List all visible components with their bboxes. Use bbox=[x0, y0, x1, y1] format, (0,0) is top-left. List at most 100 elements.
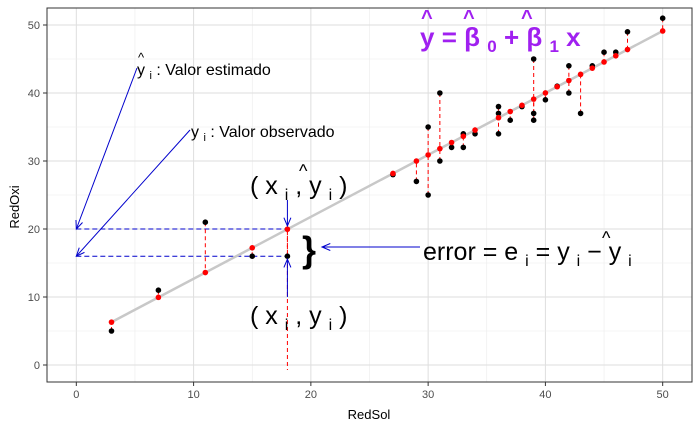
x-tick-label: 50 bbox=[657, 389, 669, 401]
fitted-point bbox=[530, 96, 537, 102]
fitted-point bbox=[108, 319, 115, 325]
estimated-text: : Valor estimado bbox=[156, 62, 271, 79]
op-open: ( bbox=[250, 302, 259, 330]
fitted-point bbox=[390, 170, 396, 177]
fitted-point-label: ( x i , y i ) bbox=[250, 172, 347, 206]
observed-point bbox=[284, 253, 291, 259]
y-axis-ticks: 0 10 20 30 40 50 bbox=[28, 20, 47, 372]
observed-point bbox=[542, 97, 549, 103]
formula-eq: = bbox=[442, 22, 464, 52]
observed-point-label: ( x i , y i ) bbox=[250, 302, 347, 336]
regression-formula: y = β 0 + β 1 x bbox=[420, 22, 581, 58]
op-ysub: i bbox=[329, 317, 333, 334]
observed-point bbox=[425, 124, 431, 130]
fitted-point bbox=[460, 133, 467, 140]
err-minus: − bbox=[587, 238, 609, 266]
observed-point bbox=[108, 328, 115, 334]
fp-xsub: i bbox=[285, 187, 289, 204]
fitted-point-hat: ^ bbox=[299, 161, 308, 181]
fitted-point bbox=[155, 294, 162, 301]
op-y: y bbox=[309, 302, 322, 330]
estimated-arrow bbox=[75, 67, 138, 230]
y-tick-label: 20 bbox=[28, 224, 40, 236]
panel-frame bbox=[46, 7, 693, 383]
fitted-point bbox=[472, 127, 478, 133]
observed-text: : Valor observado bbox=[210, 124, 334, 141]
fitted-point bbox=[507, 108, 514, 115]
observed-point bbox=[577, 110, 584, 117]
formula-beta1: β bbox=[526, 22, 542, 52]
observed-point bbox=[425, 192, 431, 198]
estimated-arrow-head bbox=[75, 219, 83, 231]
fitted-point bbox=[437, 145, 443, 152]
op-close: ) bbox=[339, 302, 347, 330]
fitted-point bbox=[566, 77, 572, 84]
formula-beta0: β bbox=[464, 22, 480, 52]
fp-close: ) bbox=[339, 172, 347, 200]
error-arrow-head bbox=[320, 243, 331, 251]
observed-sub: i bbox=[203, 132, 205, 144]
observed-point bbox=[566, 90, 572, 96]
err-esub: i bbox=[525, 253, 529, 270]
y-tick-label: 30 bbox=[28, 156, 40, 168]
observed-point bbox=[437, 90, 443, 96]
observed-point bbox=[249, 253, 256, 259]
fp-y: y bbox=[309, 172, 322, 200]
observed-point bbox=[530, 56, 537, 62]
observed-point bbox=[437, 158, 443, 164]
fp-open: ( bbox=[250, 172, 259, 200]
y-axis-title: RedOxi bbox=[7, 185, 22, 228]
fitted-point bbox=[425, 152, 431, 158]
observed-point bbox=[530, 117, 537, 123]
err-yhat: y bbox=[609, 238, 622, 266]
observed-value-label: y i : Valor observado bbox=[191, 124, 335, 145]
y-tick-label: 50 bbox=[28, 20, 40, 32]
fp-x: x bbox=[265, 172, 278, 200]
x-axis-title: RedSol bbox=[348, 407, 391, 422]
residual-brace: } bbox=[302, 229, 316, 270]
fitted-point bbox=[519, 102, 525, 109]
fitted-point-arrow-head bbox=[283, 217, 292, 228]
fitted-point bbox=[554, 83, 560, 90]
observed-point bbox=[507, 117, 514, 123]
op-x: x bbox=[265, 302, 278, 330]
formula-beta1-sub: 1 bbox=[549, 37, 558, 56]
observed-points bbox=[108, 15, 666, 334]
annotation-arrows bbox=[75, 67, 420, 297]
y-tick-label: 10 bbox=[28, 292, 40, 304]
y-tick-label: 40 bbox=[28, 88, 40, 100]
formula-hat-beta0: ^ bbox=[463, 7, 475, 29]
plot-panel bbox=[46, 7, 693, 383]
fitted-point bbox=[202, 269, 209, 276]
observed-point bbox=[155, 287, 162, 294]
fp-ysub: i bbox=[329, 187, 333, 204]
observed-point bbox=[413, 178, 420, 185]
observed-point bbox=[448, 144, 455, 151]
fitted-point bbox=[448, 139, 455, 146]
fitted-point bbox=[413, 158, 420, 164]
formula-plus: + bbox=[504, 22, 526, 52]
fitted-point bbox=[589, 65, 596, 71]
observed-point bbox=[495, 131, 502, 137]
estimated-y: y bbox=[137, 62, 145, 79]
fitted-point bbox=[624, 46, 631, 53]
observed-point bbox=[566, 63, 572, 69]
observed-y: y bbox=[191, 124, 199, 141]
fitted-point bbox=[495, 114, 502, 121]
estimated-hat: ^ bbox=[138, 50, 145, 65]
fitted-point bbox=[284, 226, 291, 233]
error-hat: ^ bbox=[602, 228, 611, 248]
estimated-sub: i bbox=[149, 70, 151, 82]
err-lhs: error = e bbox=[423, 238, 518, 266]
observed-point bbox=[495, 103, 502, 110]
fitted-point bbox=[249, 245, 256, 251]
observed-point bbox=[624, 29, 631, 35]
x-tick-label: 40 bbox=[539, 389, 551, 401]
y-tick-label: 0 bbox=[34, 360, 40, 372]
err-ysub: i bbox=[577, 253, 581, 270]
observed-point-arrow-head bbox=[283, 257, 292, 268]
x-axis-ticks: 0 10 20 30 40 50 bbox=[73, 382, 669, 401]
observed-point bbox=[601, 49, 607, 55]
formula-beta0-sub: 0 bbox=[487, 37, 496, 56]
observed-arrow-head bbox=[75, 247, 85, 258]
